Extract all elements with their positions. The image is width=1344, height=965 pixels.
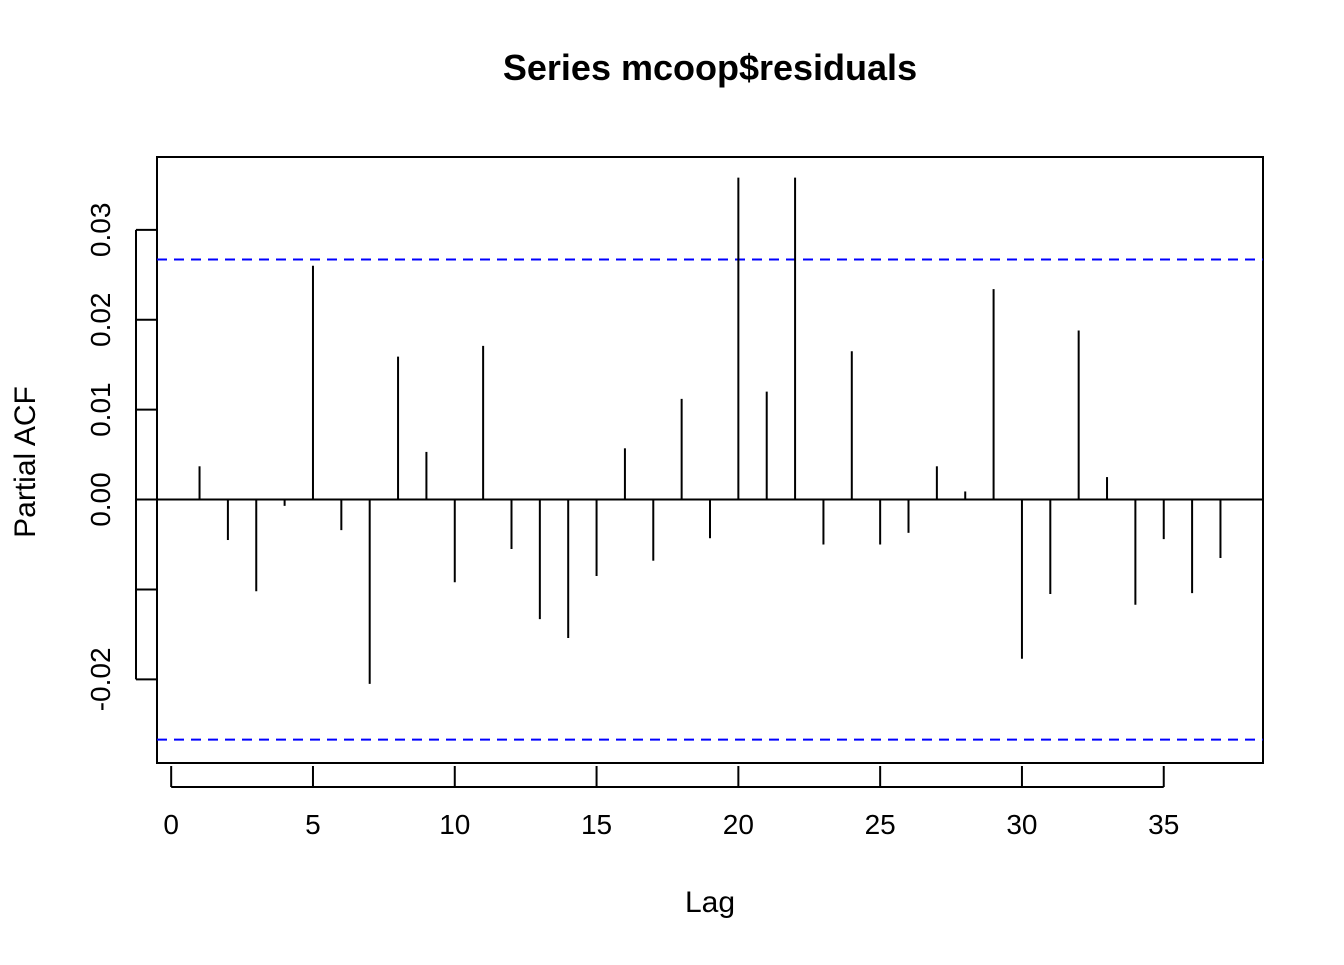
y-tick-label-0.00: 0.00 xyxy=(85,472,116,526)
x-tick-label-15: 15 xyxy=(581,809,612,840)
y-tick-label-0.01: 0.01 xyxy=(85,382,116,437)
y-tick-label-0.03: 0.03 xyxy=(85,203,116,257)
x-tick-label-30: 30 xyxy=(1006,809,1037,840)
x-tick-label-25: 25 xyxy=(865,809,896,840)
x-tick-label-35: 35 xyxy=(1148,809,1179,840)
plot-frame xyxy=(156,156,1264,764)
y-tick-label--0.02: -0.02 xyxy=(85,647,116,711)
plot-area: 0 5 10 15 20 25 30 35 -0.02 0.00 0.01 0.02 0.03 xyxy=(85,156,1264,840)
y-axis-label: Partial ACF xyxy=(9,386,42,538)
chart-title: Series mcoop$residuals xyxy=(503,47,917,88)
x-tick-label-5: 5 xyxy=(305,809,321,840)
x-tick-label-20: 20 xyxy=(723,809,754,840)
x-tick-label-10: 10 xyxy=(439,809,470,840)
y-tick-label-0.02: 0.02 xyxy=(85,292,116,347)
x-axis-label: Lag xyxy=(685,886,735,919)
x-tick-label-0: 0 xyxy=(163,809,179,840)
